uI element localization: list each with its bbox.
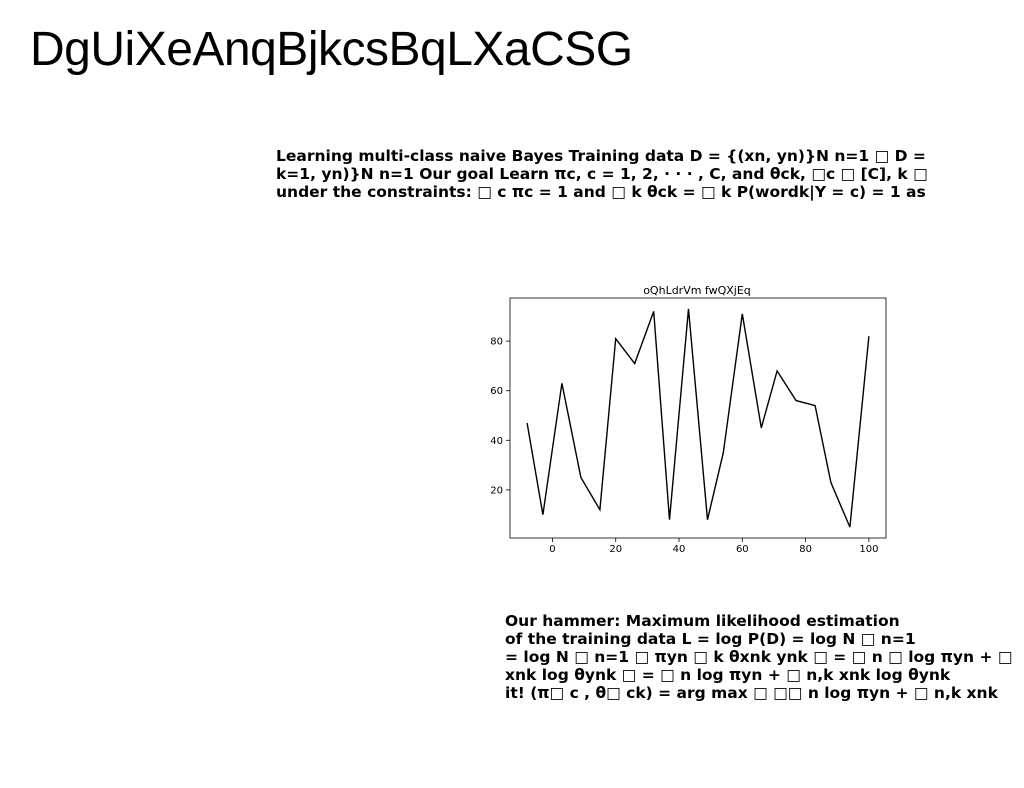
series-line (526, 308, 870, 528)
x-tick-label: 100 (859, 544, 878, 555)
x-tick-label: 40 (673, 544, 686, 555)
plot-frame (509, 297, 887, 539)
paragraph-naive-bayes: Learning multi-class naive Bayes Trainin… (276, 147, 928, 201)
x-tick-label: 80 (799, 544, 812, 555)
x-tick-label: 20 (609, 544, 622, 555)
paragraph-mle: Our hammer: Maximum likelihood estimatio… (505, 612, 1012, 702)
y-tick-label: 60 (490, 386, 503, 397)
paragraph-line: under the constraints: □ c πc = 1 and □ … (276, 183, 926, 201)
paragraph-line: = log N □ n=1 □ πyn □ k θxnk ynk □ = □ n… (505, 648, 1013, 666)
x-tick-label: 0 (549, 544, 555, 555)
y-tick-label: 20 (490, 485, 503, 496)
paragraph-line: of the training data L = log P(D) = log … (505, 630, 916, 648)
y-tick-label: 40 (490, 436, 503, 447)
y-axis: 20 40 60 80 (490, 337, 510, 496)
chart-title: oQhLdrVm fwQXjEq (643, 284, 751, 297)
paragraph-line: k=1, yn)}N n=1 Our goal Learn πc, c = 1,… (276, 165, 928, 183)
x-tick-label: 60 (736, 544, 749, 555)
paragraph-line: Our hammer: Maximum likelihood estimatio… (505, 612, 900, 630)
y-tick-label: 80 (490, 337, 503, 348)
page-title: DgUiXeAnqBjkcsBqLXaCSG (30, 23, 633, 76)
x-axis: 0 20 40 60 80 100 (549, 538, 878, 555)
paragraph-line: Learning multi-class naive Bayes Trainin… (276, 147, 926, 165)
paragraph-line: it! (π□ c , θ□ ck) = arg max □ □□ n log … (505, 684, 998, 702)
line-chart: oQhLdrVm fwQXjEq 0 20 40 60 80 100 20 40 60 80 (490, 284, 887, 555)
paragraph-line: xnk log θynk □ = □ n log πyn + □ n,k xnk… (505, 666, 951, 684)
